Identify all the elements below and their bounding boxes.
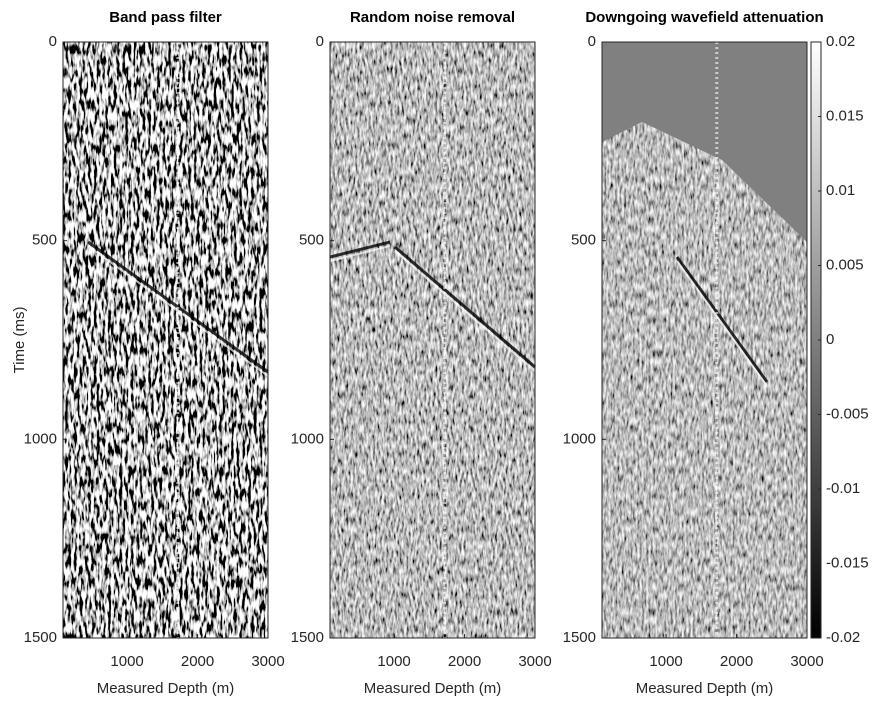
y-tick-label: 1000	[24, 430, 57, 447]
colorbar-tick-label: -0.02	[826, 629, 860, 646]
colorbar-tick-label: 0.01	[826, 182, 855, 199]
x-tick-label: 2000	[720, 653, 753, 670]
x-axis-label: Measured Depth (m)	[364, 680, 502, 697]
plot-frame	[601, 41, 808, 639]
x-tick-label: 2000	[448, 653, 481, 670]
y-tick-label: 500	[32, 232, 57, 249]
x-tick-label: 3000	[518, 653, 551, 670]
x-tick-label: 1000	[110, 653, 143, 670]
seismic-event	[394, 250, 536, 372]
x-tick-label: 3000	[251, 653, 284, 670]
seismic-image	[63, 42, 268, 638]
x-axis-label: Measured Depth (m)	[636, 680, 774, 697]
y-axis-label: Time (ms)	[11, 307, 28, 374]
y-tick-label: 1000	[291, 430, 324, 447]
x-axis-label: Measured Depth (m)	[97, 680, 235, 697]
colorbar-tick-label: -0.015	[826, 554, 869, 571]
y-tick-label: 0	[588, 33, 596, 50]
seismic-image	[330, 42, 535, 638]
seismic-event	[329, 245, 391, 262]
seismic-event	[675, 256, 769, 383]
y-tick-label: 0	[316, 33, 324, 50]
x-tick-label: 1000	[649, 653, 682, 670]
colorbar-tick-label: -0.005	[826, 405, 869, 422]
y-tick-label: 1000	[563, 430, 596, 447]
colorbar-tick-label: 0	[826, 331, 834, 348]
seismic-event	[87, 245, 269, 377]
colorbar-tick-label: 0.005	[826, 256, 864, 273]
plot-frame	[62, 41, 269, 639]
y-tick-label: 1500	[24, 629, 57, 646]
muted-zone	[602, 42, 807, 242]
seismic-event	[394, 245, 536, 369]
y-tick-label: 500	[571, 232, 596, 249]
y-tick-label: 1500	[291, 629, 324, 646]
y-tick-label: 1500	[563, 629, 596, 646]
seismic-event	[329, 240, 391, 259]
seismic-event	[676, 260, 768, 387]
colorbar-tick-label: 0.02	[826, 33, 855, 50]
colorbar-tick-label: -0.01	[826, 480, 860, 497]
y-tick-label: 0	[49, 33, 57, 50]
panel-title: Band pass filter	[109, 9, 222, 26]
panel-title: Downgoing wavefield attenuation	[585, 9, 823, 26]
plot-frame	[329, 41, 536, 639]
colorbar-tick-label: 0.015	[826, 107, 864, 124]
panel-title: Random noise removal	[350, 9, 515, 26]
x-tick-label: 1000	[377, 653, 410, 670]
y-tick-label: 500	[299, 232, 324, 249]
x-tick-label: 3000	[790, 653, 823, 670]
x-tick-label: 2000	[181, 653, 214, 670]
